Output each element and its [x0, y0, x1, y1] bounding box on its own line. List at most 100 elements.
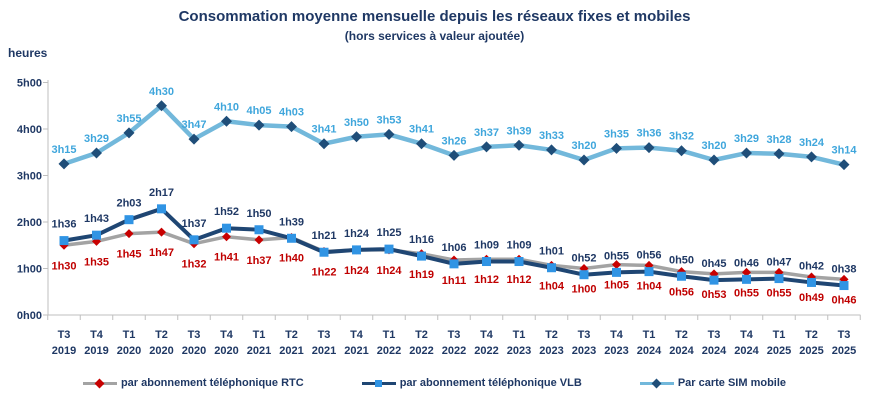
data-point-marker-vlb	[839, 281, 849, 291]
data-label-vlb: 0h50	[669, 254, 694, 266]
x-tick-label: T3 2020	[182, 329, 206, 357]
x-tick-label: T2 2022	[409, 329, 433, 357]
data-label-sim: 3h39	[506, 125, 531, 137]
chart-title: Consommation moyenne mensuelle depuis le…	[178, 8, 691, 25]
x-tick-label: T4 2021	[344, 329, 368, 357]
x-tick-label: T1 2021	[247, 329, 271, 357]
data-label-rtc: 0h56	[669, 287, 694, 299]
legend-label-sim: Par carte SIM mobile	[677, 377, 787, 389]
data-point-marker-vlb	[189, 235, 199, 245]
data-label-rtc: 1h05	[604, 280, 629, 292]
data-label-sim: 3h47	[181, 119, 206, 131]
data-point-marker-sim	[91, 147, 102, 159]
data-label-rtc: 1h04	[636, 280, 662, 292]
data-label-vlb: 0h46	[734, 257, 759, 269]
data-label-sim: 3h26	[441, 135, 466, 147]
data-point-marker-sim	[58, 158, 70, 170]
data-point-marker-sim	[383, 128, 395, 140]
data-label-sim: 4h30	[149, 86, 174, 98]
data-label-sim: 3h41	[311, 124, 336, 136]
chart-subtitle: (hors services à valeur ajoutée)	[344, 29, 525, 43]
data-label-vlb: 0h52	[571, 253, 596, 265]
x-tick-label: T2 2024	[669, 329, 694, 357]
data-label-vlb: 0h47	[766, 257, 791, 269]
data-point-marker-sim	[578, 154, 590, 166]
data-point-marker-vlb	[612, 267, 621, 277]
legend-item-vlb: par abonnement téléphonique VLB	[361, 377, 582, 389]
legend-label-vlb: par abonnement téléphonique VLB	[399, 377, 582, 389]
data-point-marker-vlb	[222, 223, 231, 233]
data-point-marker-sim	[318, 138, 330, 150]
data-label-sim: 3h41	[409, 124, 434, 136]
data-point-marker-sim	[221, 115, 232, 127]
data-label-sim: 4h10	[214, 101, 239, 113]
data-label-rtc: 1h22	[311, 266, 336, 278]
data-label-rtc: 1h45	[116, 249, 141, 261]
data-point-marker-sim	[546, 144, 557, 156]
data-label-rtc: 1h24	[344, 265, 370, 277]
data-label-rtc: 1h24	[376, 265, 402, 277]
data-label-sim: 3h20	[571, 140, 596, 152]
data-point-marker-vlb	[254, 225, 264, 235]
x-tick-label: T1 2022	[377, 329, 401, 357]
data-label-sim: 3h15	[51, 144, 76, 156]
data-label-vlb: 1h43	[84, 213, 109, 225]
data-label-rtc: 1h47	[149, 247, 174, 259]
data-label-rtc: 1h12	[474, 274, 499, 286]
data-point-marker-sim	[643, 142, 655, 154]
data-point-marker-sim	[708, 154, 720, 166]
data-point-marker-vlb	[677, 271, 686, 281]
data-point-marker-sim	[351, 131, 362, 143]
data-point-marker-rtc	[157, 227, 166, 237]
data-label-rtc: 1h11	[442, 275, 466, 287]
data-point-marker-sim	[773, 148, 785, 160]
y-tick-label: 2h00	[17, 217, 42, 229]
data-label-rtc: 1h04	[539, 280, 565, 292]
x-tick-label: T1 2020	[117, 329, 141, 357]
data-point-marker-sim	[123, 127, 135, 139]
x-tick-label: T4 2019	[84, 329, 108, 357]
data-label-sim: 4h05	[246, 105, 271, 117]
data-label-vlb: 1h09	[506, 240, 531, 252]
data-label-sim: 3h37	[474, 127, 499, 139]
x-tick-label: T2 2023	[539, 329, 563, 357]
data-label-vlb: 0h38	[831, 264, 856, 276]
data-label-sim: 4h03	[279, 107, 304, 119]
data-label-rtc: 0h49	[799, 292, 824, 304]
y-axis-title: heures	[8, 46, 48, 60]
data-label-sim: 3h14	[831, 145, 857, 157]
legend-swatch-1	[361, 377, 396, 389]
data-label-rtc: 1h40	[279, 253, 304, 265]
data-label-sim: 3h50	[344, 117, 369, 129]
data-point-marker-sim	[513, 139, 525, 151]
legend-marker-icon	[651, 378, 662, 388]
data-point-marker-sim	[481, 141, 492, 153]
data-point-marker-sim	[416, 138, 427, 150]
y-tick-label: 0h00	[17, 310, 42, 322]
data-point-marker-sim	[611, 142, 622, 154]
x-tick-label: T2 2020	[149, 329, 173, 357]
x-tick-label: T3 2025	[832, 329, 856, 357]
data-point-marker-sim	[188, 133, 200, 145]
data-point-marker-sim	[253, 119, 265, 131]
x-tick-label: T4 2022	[474, 329, 498, 357]
data-point-marker-rtc	[222, 232, 231, 242]
data-label-vlb: 1h21	[311, 230, 336, 242]
legend-label-rtc: par abonnement téléphonique RTC	[120, 377, 304, 389]
data-label-rtc: 1h12	[506, 274, 531, 286]
data-point-marker-vlb	[287, 233, 296, 243]
data-label-vlb: 0h42	[799, 260, 824, 272]
legend-marker-icon	[94, 378, 105, 388]
data-label-rtc: 0h53	[701, 289, 726, 301]
data-label-vlb: 0h56	[636, 250, 661, 262]
y-tick-label: 4h00	[17, 124, 42, 136]
data-point-marker-rtc	[124, 229, 134, 239]
data-label-vlb: 0h55	[604, 250, 629, 262]
data-label-rtc: 1h32	[181, 259, 206, 271]
data-point-marker-vlb	[92, 230, 101, 240]
x-tick-label: T3 2024	[702, 329, 727, 357]
data-label-rtc: 1h19	[409, 269, 434, 281]
line-chart-plot: 0h00 1h00 2h00 3h00 4h00 5h00 T3 2019 T4 2019 T1 20…	[17, 78, 861, 357]
data-point-marker-rtc	[254, 235, 264, 245]
